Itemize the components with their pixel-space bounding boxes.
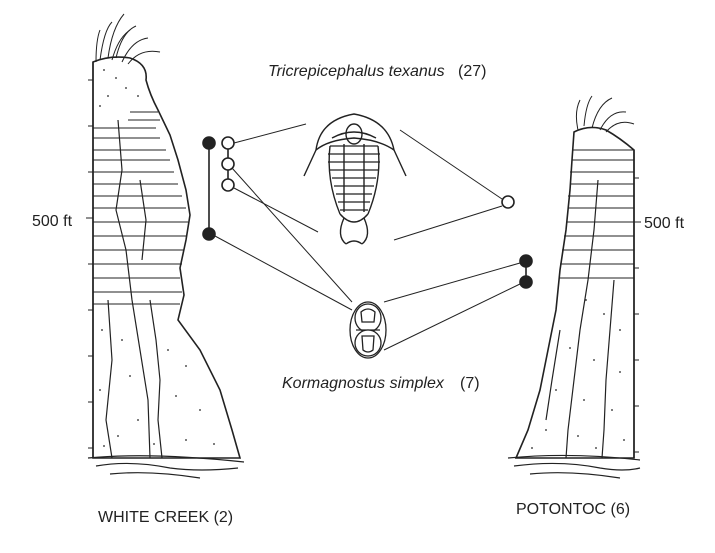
kormagnostus-illustration — [349, 301, 387, 359]
white-creek-range-markers — [202, 136, 235, 241]
white-creek-scale-label: 500 ft — [32, 213, 73, 230]
potontoc-outline — [514, 126, 635, 459]
species-top-count: (27) — [458, 63, 486, 80]
species-bottom-count: (7) — [460, 375, 480, 392]
correlation-lines — [214, 123, 521, 351]
species-bottom-name: Kormagnostus simplex — [282, 375, 445, 392]
range-marker-filled — [519, 254, 533, 268]
potontoc-range-markers — [501, 195, 533, 289]
range-marker-filled — [202, 136, 216, 150]
grass-tuft-right — [575, 95, 635, 133]
species-top-name: Tricrepicephalus texanus — [268, 63, 445, 80]
tricrepicephalus-trilobite-illustration — [303, 113, 407, 245]
ground-left — [87, 455, 245, 479]
ground-right — [507, 454, 641, 479]
potontoc-scale-label: 500 ft — [644, 215, 685, 232]
potontoc-column — [507, 95, 641, 479]
range-marker-open — [501, 195, 515, 209]
white-creek-column — [86, 13, 245, 479]
white-creek-outline — [92, 56, 242, 459]
white-creek-label: WHITE CREEK (2) — [98, 509, 233, 526]
range-marker-open — [221, 157, 235, 171]
range-marker-open — [221, 178, 235, 192]
range-marker-filled — [519, 275, 533, 289]
range-marker-open — [221, 136, 235, 150]
potontoc-label: POTONTOC (6) — [516, 501, 630, 518]
range-marker-filled — [202, 227, 216, 241]
grass-tuft-left — [95, 13, 161, 65]
